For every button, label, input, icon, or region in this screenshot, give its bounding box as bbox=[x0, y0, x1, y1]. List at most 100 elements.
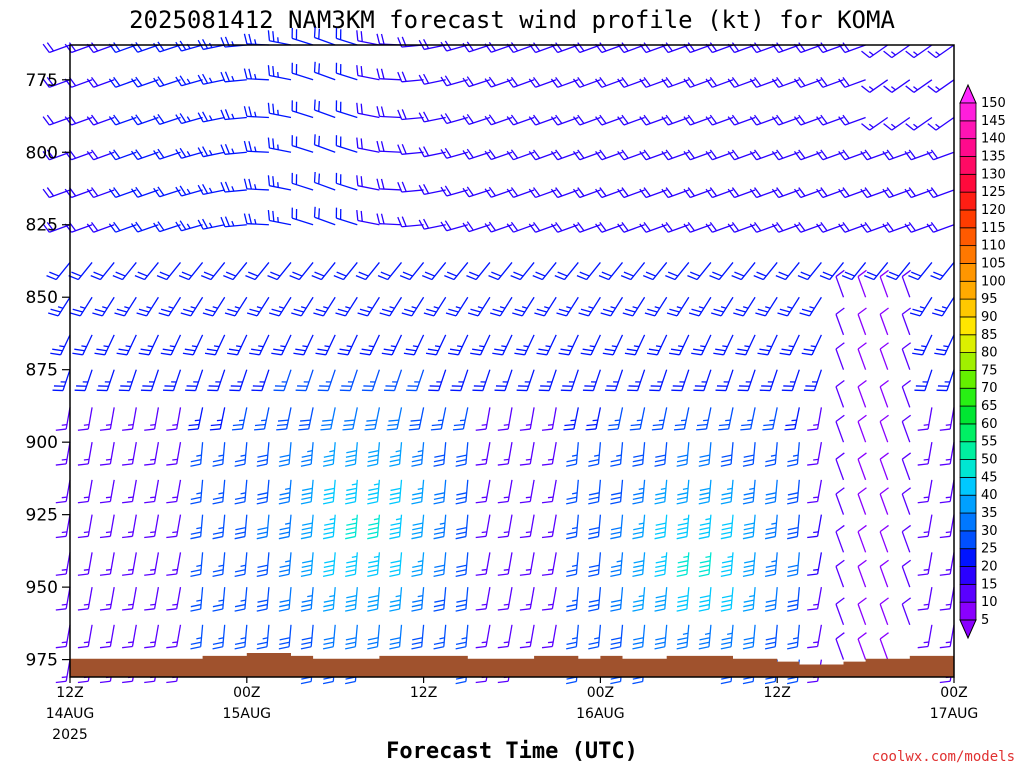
wind-barb bbox=[234, 587, 248, 612]
wind-barb bbox=[506, 76, 535, 88]
wind-barb bbox=[99, 479, 115, 504]
wind-barb bbox=[484, 41, 513, 53]
colorbar-label: 145 bbox=[981, 114, 1006, 129]
wind-barb bbox=[528, 114, 557, 126]
wind-barb bbox=[595, 42, 623, 54]
wind-barb bbox=[475, 479, 491, 504]
wind-barb bbox=[367, 624, 381, 650]
wind-barb bbox=[462, 148, 491, 160]
wind-barb bbox=[462, 41, 491, 53]
colorbar-label: 90 bbox=[981, 310, 998, 325]
wind-barb bbox=[639, 221, 667, 233]
wind-barb bbox=[377, 262, 403, 281]
wind-barb bbox=[492, 334, 513, 356]
wind-barb bbox=[939, 407, 955, 431]
wind-barb bbox=[462, 221, 491, 233]
wind-barb bbox=[156, 262, 182, 281]
wind-barb bbox=[617, 221, 645, 233]
colorbar-swatch bbox=[959, 298, 977, 318]
wind-barb bbox=[433, 442, 447, 467]
wind-barb bbox=[793, 114, 822, 126]
wind-barb bbox=[727, 187, 756, 199]
wind-barb bbox=[698, 442, 712, 467]
wind-barb bbox=[267, 102, 292, 119]
wind-barb bbox=[291, 27, 314, 46]
wind-barb bbox=[927, 44, 955, 59]
x-tick-label: 12Z bbox=[763, 685, 790, 701]
wind-barb bbox=[676, 442, 690, 467]
wind-barb bbox=[683, 221, 712, 233]
wind-barb bbox=[440, 40, 468, 52]
wind-barb bbox=[99, 514, 115, 539]
wind-barb bbox=[134, 262, 159, 281]
colorbar-swatch bbox=[959, 601, 977, 621]
wind-barb bbox=[639, 77, 667, 88]
wind-barb bbox=[932, 296, 955, 317]
wind-barb bbox=[345, 552, 358, 578]
wind-barb bbox=[727, 149, 756, 161]
wind-barb bbox=[212, 587, 226, 612]
wind-barb bbox=[367, 552, 381, 578]
colorbar-swatch bbox=[959, 494, 977, 514]
wind-barb bbox=[727, 77, 756, 88]
wind-barb bbox=[190, 624, 204, 650]
wind-barb bbox=[300, 587, 314, 612]
x-tick-label: 15AUG bbox=[223, 706, 272, 722]
colorbar-swatch bbox=[959, 423, 977, 443]
wind-barb bbox=[144, 624, 160, 649]
wind-barb bbox=[94, 334, 115, 356]
colorbar-swatch bbox=[959, 530, 977, 550]
wind-barb bbox=[345, 514, 358, 540]
wind-barb bbox=[926, 221, 955, 233]
wind-barb bbox=[835, 487, 845, 515]
wind-barb bbox=[698, 624, 712, 650]
wind-barb bbox=[777, 296, 800, 317]
wind-barb bbox=[683, 149, 712, 161]
wind-barb bbox=[787, 587, 800, 612]
wind-barb bbox=[617, 149, 645, 161]
wind-barb bbox=[807, 442, 823, 466]
wind-barb bbox=[356, 137, 380, 153]
wind-barb bbox=[764, 442, 778, 467]
wind-barb bbox=[99, 552, 115, 576]
wind-barb bbox=[112, 262, 137, 281]
wind-barb bbox=[720, 624, 734, 650]
wind-barb bbox=[691, 334, 712, 356]
wind-barb bbox=[649, 369, 668, 392]
colorbar-label: 115 bbox=[981, 221, 1006, 236]
wind-barb bbox=[793, 42, 822, 54]
colorbar-label: 75 bbox=[981, 363, 998, 378]
wind-barb bbox=[541, 624, 557, 649]
wind-barb bbox=[838, 114, 866, 126]
y-tick-label: 950 bbox=[26, 578, 58, 598]
wind-barb bbox=[77, 442, 93, 466]
wind-barb bbox=[901, 452, 912, 481]
wind-barb bbox=[629, 407, 646, 431]
wind-barb bbox=[627, 369, 646, 392]
wind-barb bbox=[77, 587, 93, 611]
wind-barb bbox=[926, 187, 955, 199]
wind-barb bbox=[475, 587, 491, 611]
wind-barb bbox=[411, 552, 425, 578]
wind-barb bbox=[389, 442, 403, 467]
wind-barb bbox=[212, 479, 226, 505]
wind-barb bbox=[639, 149, 667, 161]
wind-barb bbox=[742, 587, 756, 612]
wind-barb bbox=[433, 624, 447, 650]
wind-barb bbox=[882, 149, 911, 161]
wind-barb bbox=[705, 149, 734, 161]
wind-barb bbox=[153, 148, 181, 160]
wind-barb bbox=[917, 407, 933, 431]
wind-barb bbox=[519, 624, 535, 649]
wind-barb bbox=[550, 187, 579, 199]
wind-barb bbox=[901, 414, 912, 443]
wind-barb bbox=[166, 479, 182, 504]
wind-barb bbox=[74, 369, 93, 392]
wind-barb bbox=[799, 296, 822, 317]
wind-barb bbox=[243, 106, 269, 119]
wind-barb bbox=[566, 552, 579, 578]
wind-barb bbox=[411, 624, 425, 650]
wind-barb bbox=[484, 114, 513, 126]
wind-barb bbox=[175, 185, 203, 197]
colorbar-swatch bbox=[959, 548, 977, 567]
